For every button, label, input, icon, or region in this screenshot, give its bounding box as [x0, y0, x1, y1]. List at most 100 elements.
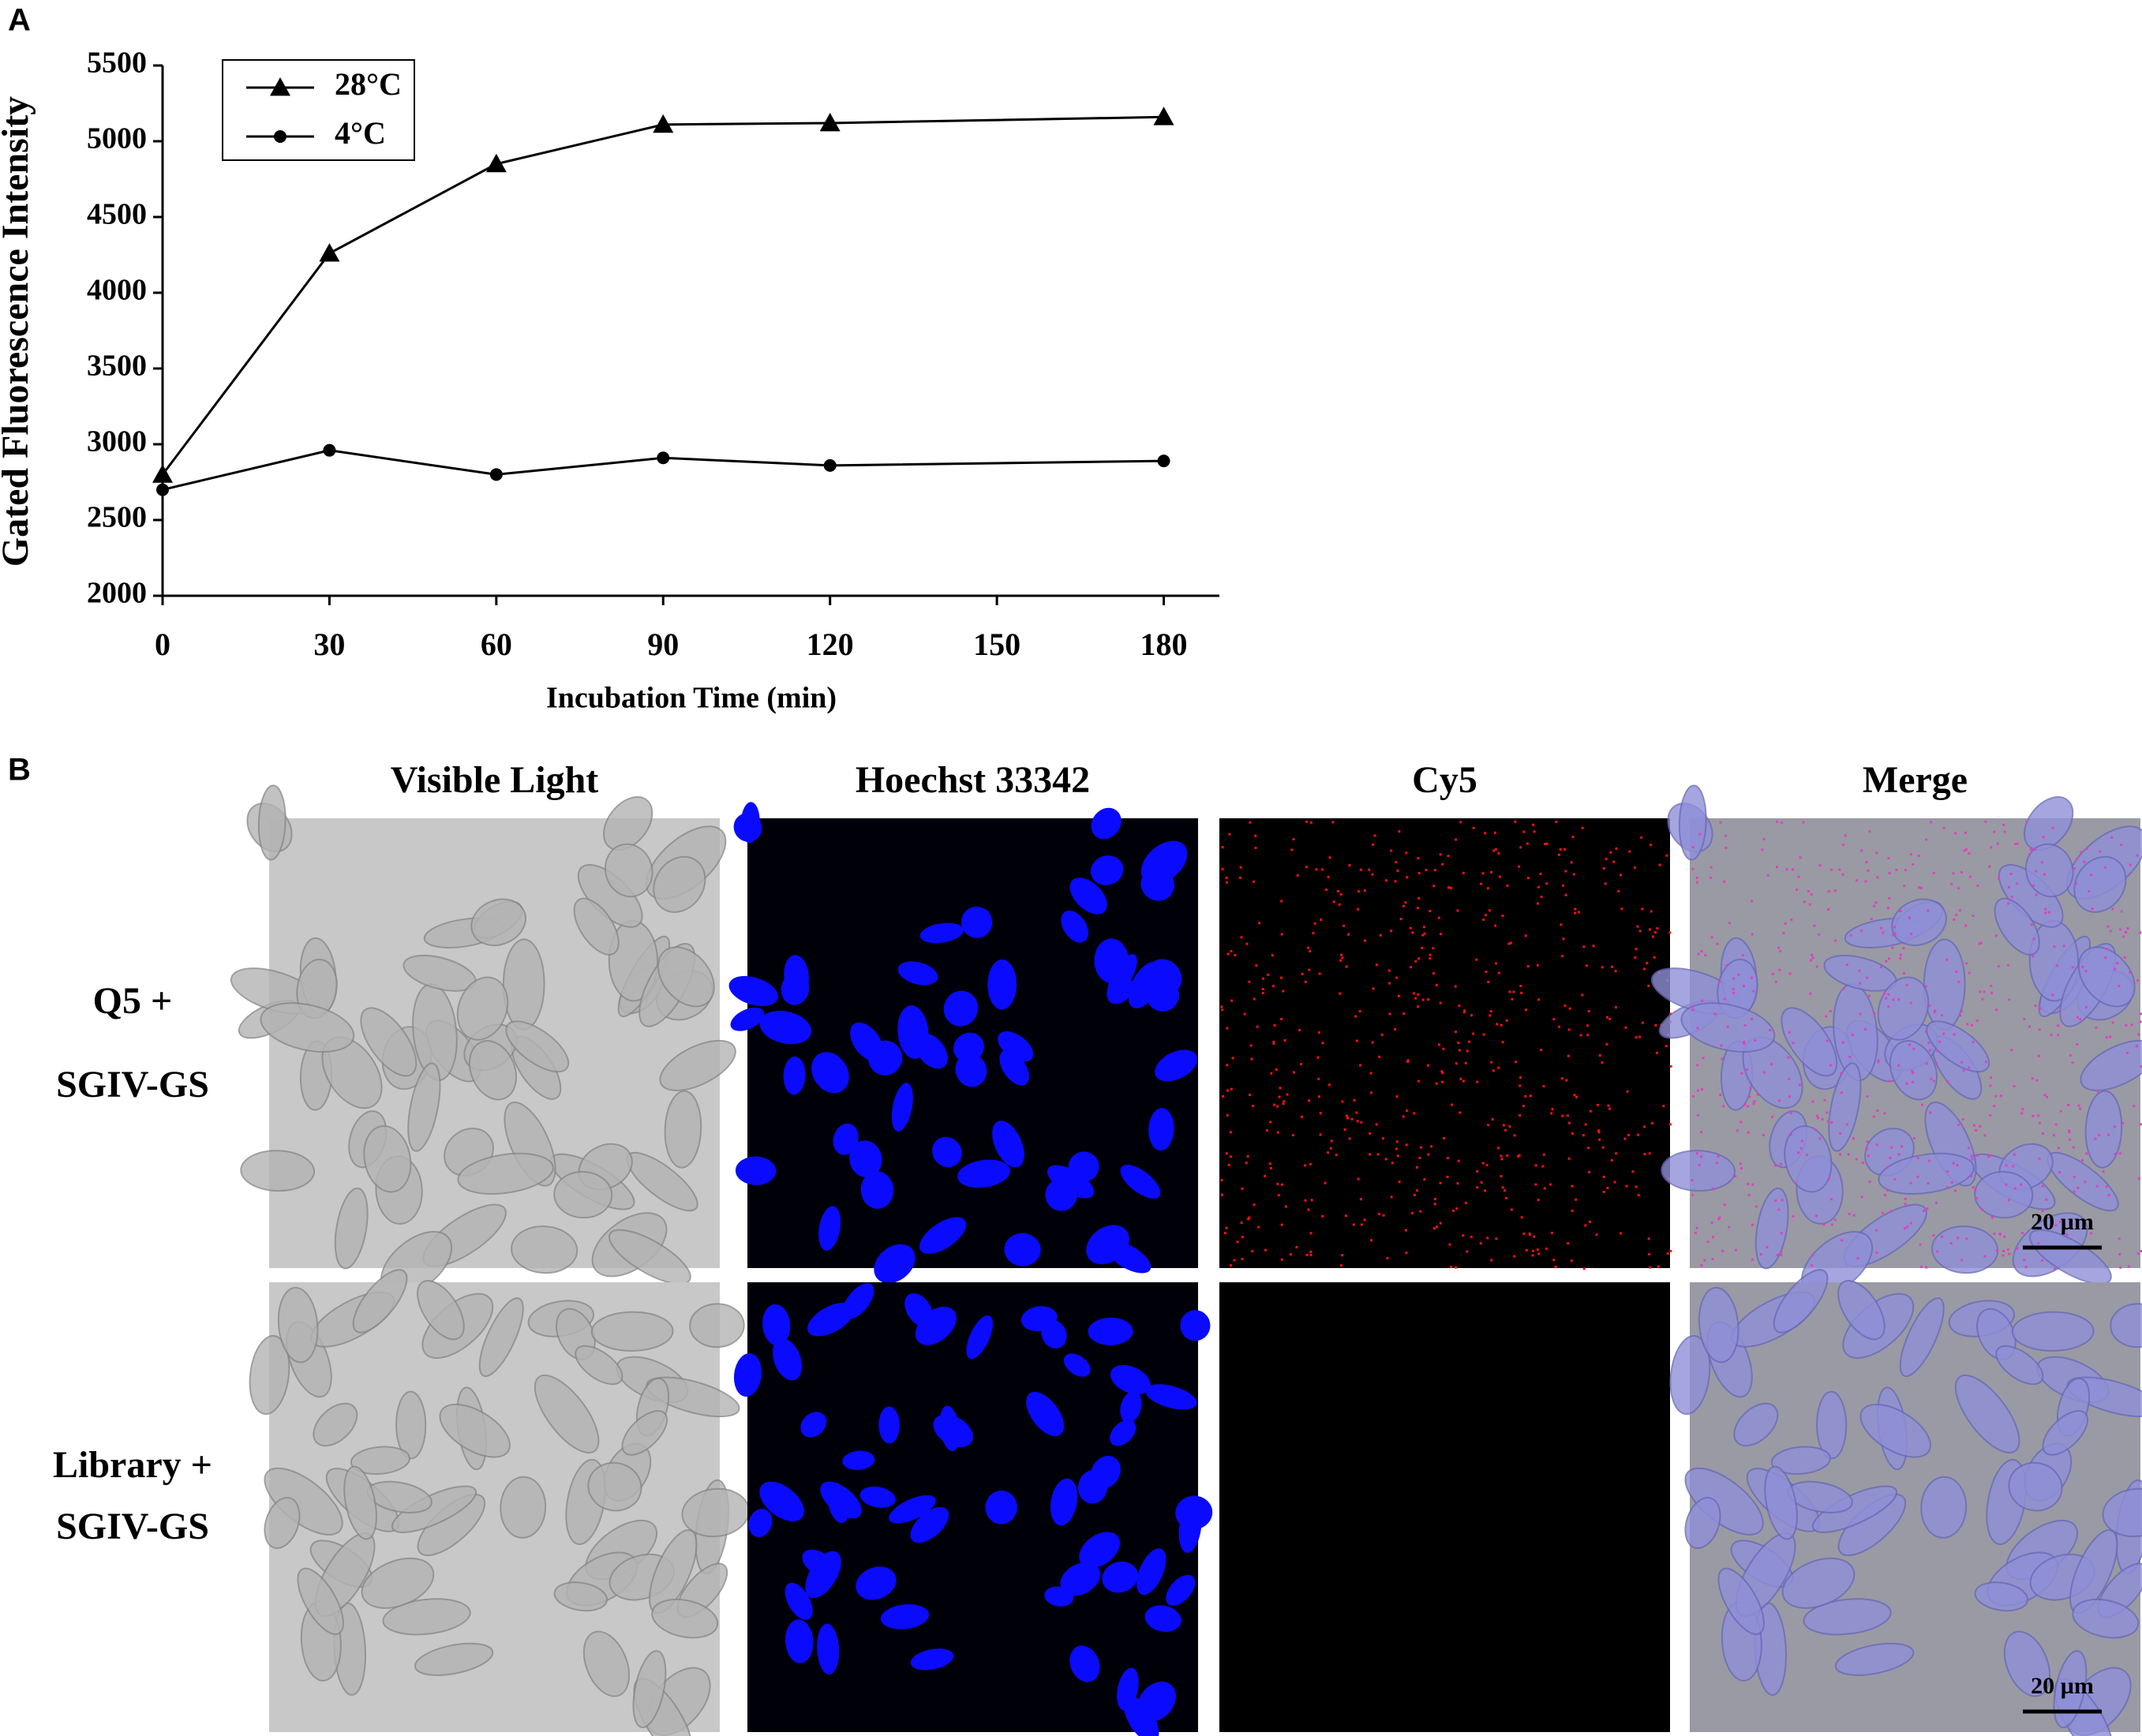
data-point: [653, 114, 674, 133]
nucleus: [860, 1171, 894, 1209]
signal-dot: [1537, 998, 1541, 1001]
signal-dot: [1574, 907, 1577, 911]
signal-dot: [1856, 1257, 1859, 1260]
signal-dot: [1484, 832, 1487, 835]
signal-dot: [1842, 843, 1845, 846]
signal-dot: [1626, 1090, 1629, 1093]
signal-dot: [1406, 1109, 1409, 1113]
signal-dot: [2003, 1235, 2006, 1238]
signal-dot: [1571, 1184, 1574, 1188]
signal-dot: [1941, 1014, 1944, 1017]
signal-dot: [1476, 1080, 1479, 1083]
cell: [534, 1374, 600, 1454]
signal-dot: [2081, 965, 2084, 968]
signal-dot: [1601, 1061, 1604, 1064]
signal-dot: [1823, 1098, 1826, 1102]
signal-dot: [1462, 1234, 1465, 1237]
column-label: Cy5: [1412, 759, 1477, 801]
signal-dot: [1780, 1253, 1783, 1256]
signal-dot: [1223, 1232, 1226, 1235]
signal-dot: [1230, 1087, 1233, 1091]
signal-dot: [1427, 1153, 1430, 1156]
signal-dot: [1388, 982, 1391, 985]
signal-dot: [1423, 932, 1426, 935]
signal-dot: [1369, 1072, 1372, 1075]
cell: [1837, 1280, 1885, 1341]
signal-dot: [2053, 1267, 2056, 1270]
signal-dot: [1245, 1162, 1248, 1165]
nucleus: [730, 1007, 765, 1031]
signal-dot: [1614, 1005, 1617, 1008]
signal-dot: [1341, 1254, 1344, 1257]
signal-dot: [1355, 1039, 1358, 1042]
signal-dot: [1712, 1236, 1715, 1239]
signal-dot: [1876, 1109, 1879, 1113]
signal-dot: [1563, 1004, 1567, 1007]
signal-dot: [1928, 1005, 1931, 1008]
signal-dot: [2036, 1114, 2039, 1117]
signal-dot: [1800, 1139, 1803, 1143]
signal-dot: [1602, 867, 1605, 870]
signal-dot: [1457, 1159, 1460, 1162]
signal-dot: [2029, 847, 2032, 851]
signal-dot: [1501, 1186, 1504, 1189]
signal-dot: [2042, 836, 2045, 839]
signal-dot: [1520, 1216, 1523, 1219]
signal-dot: [1582, 1267, 1586, 1270]
signal-dot: [1847, 1153, 1850, 1156]
signal-dot: [2107, 1194, 2110, 1197]
signal-dot: [2034, 1004, 2037, 1007]
signal-dot: [1979, 1124, 1982, 1128]
cell: [470, 898, 526, 946]
signal-dot: [1307, 946, 1310, 949]
signal-dot: [1734, 1248, 1737, 1251]
signal-dot: [1691, 1008, 1695, 1012]
signal-dot: [1732, 991, 1736, 994]
signal-dot: [1250, 1057, 1253, 1061]
signal-dot: [1928, 1049, 1931, 1052]
signal-dot: [2009, 872, 2013, 875]
signal-dot: [1694, 1232, 1697, 1235]
legend-label: 28°C: [335, 66, 402, 102]
signal-dot: [1825, 1015, 1828, 1018]
signal-dot: [1487, 980, 1490, 983]
signal-dot: [1416, 1165, 1419, 1169]
signal-dot: [1955, 914, 1958, 917]
signal-dot: [1874, 1229, 1878, 1232]
signal-dot: [1536, 1248, 1539, 1251]
signal-dot: [1419, 1210, 1422, 1213]
signal-dot: [1696, 1064, 1699, 1067]
signal-dot: [1691, 1005, 1694, 1008]
signal-dot: [1882, 931, 1885, 934]
signal-dot: [1570, 861, 1573, 864]
signal-dot: [1724, 834, 1728, 837]
signal-dot: [1572, 873, 1575, 876]
signal-dot: [1815, 965, 1818, 968]
signal-dot: [1529, 1094, 1532, 1098]
signal-dot: [2057, 1024, 2060, 1027]
signal-dot: [1994, 1094, 1998, 1098]
signal-dot: [2010, 896, 2013, 899]
cell: [1974, 1171, 2034, 1219]
signal-dot: [2031, 1077, 2034, 1080]
y-tick-label: 4500: [87, 198, 147, 231]
signal-dot: [1710, 936, 1713, 939]
signal-dot: [1564, 893, 1567, 896]
signal-dot: [1421, 946, 1424, 949]
signal-dot: [1827, 1177, 1830, 1180]
signal-dot: [1357, 890, 1360, 893]
signal-dot: [2085, 1152, 2088, 1155]
signal-dot: [1885, 960, 1888, 963]
signal-dot: [1587, 1147, 1590, 1150]
signal-dot: [1978, 942, 1981, 945]
signal-dot: [1435, 1082, 1438, 1085]
signal-dot: [1537, 1252, 1541, 1255]
signal-dot: [1617, 889, 1620, 892]
nucleus: [833, 1123, 859, 1155]
signal-dot: [1598, 1053, 1601, 1057]
signal-dot: [1226, 1113, 1229, 1117]
signal-dot: [2052, 1134, 2055, 1137]
signal-dot: [1912, 862, 1915, 866]
signal-dot: [1575, 1095, 1578, 1098]
signal-dot: [1844, 834, 1847, 837]
